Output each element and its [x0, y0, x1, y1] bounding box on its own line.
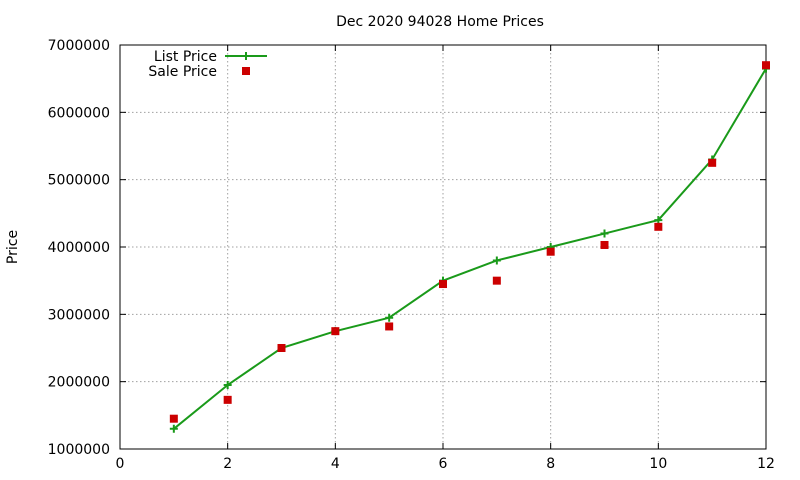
x-tick-label: 12 — [757, 456, 775, 472]
legend-label-sale-price: Sale Price — [148, 64, 217, 80]
y-tick-label: 4000000 — [48, 240, 110, 256]
y-axis-label: Price — [5, 230, 21, 264]
y-tick-label: 1000000 — [48, 442, 110, 458]
sale-price-point — [708, 159, 716, 167]
sale-price-point — [224, 396, 232, 404]
sale-price-point — [762, 61, 770, 69]
y-tick-label: 5000000 — [48, 173, 110, 189]
grid-lines — [120, 45, 766, 449]
sale-price-point — [493, 277, 501, 285]
x-tick-label: 10 — [649, 456, 667, 472]
sale-price-point — [547, 248, 555, 256]
sale-price-point — [439, 280, 447, 288]
sale-price-point — [385, 322, 393, 330]
list-price-line — [174, 69, 766, 429]
chart-title: Dec 2020 94028 Home Prices — [336, 14, 544, 30]
y-tick-label: 6000000 — [48, 105, 110, 121]
axes: 0 2 4 6 8 10 12 1000000 2000000 3000000 4000000 500… — [48, 38, 775, 472]
legend-label-list-price: List Price — [154, 49, 217, 65]
sale-price-point — [170, 415, 178, 423]
y-tick-label: 2000000 — [48, 375, 110, 391]
y-tick-label: 3000000 — [48, 307, 110, 323]
plot-series — [170, 61, 770, 433]
sale-price-point — [654, 223, 662, 231]
legend-marker-list-price — [242, 52, 250, 60]
x-tick-label: 8 — [546, 456, 555, 472]
x-tick-label: 0 — [116, 456, 125, 472]
sale-price-point — [278, 344, 286, 352]
x-tick-label: 2 — [223, 456, 232, 472]
y-tick-label: 7000000 — [48, 38, 110, 54]
x-tick-label: 4 — [331, 456, 340, 472]
sale-price-point — [601, 241, 609, 249]
x-tick-label: 6 — [439, 456, 448, 472]
legend-marker-sale-price — [242, 67, 250, 75]
list-price-point — [493, 256, 501, 264]
list-price-point — [601, 230, 609, 238]
sale-price-point — [331, 327, 339, 335]
